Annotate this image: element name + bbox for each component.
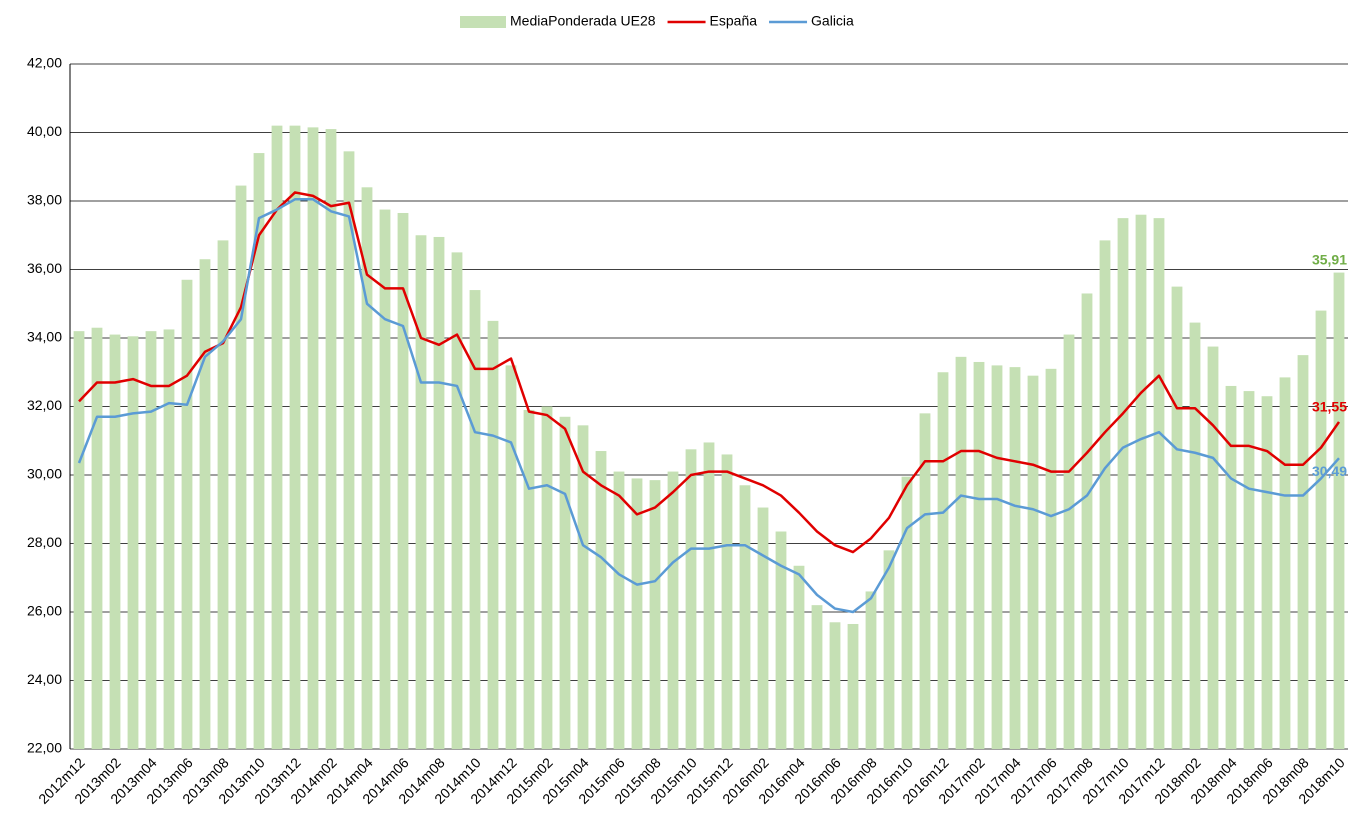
bar [685,449,697,749]
bar [199,259,211,749]
bar [307,127,319,750]
bar [559,416,571,749]
line [77,198,1340,614]
bar [991,365,1003,749]
line [78,191,1341,554]
y-tick-label: 26,00 [27,603,62,619]
bar [1243,391,1255,749]
bar [127,336,139,749]
bar [865,591,877,749]
bar [1081,293,1093,749]
bar [91,327,103,749]
y-tick-label: 28,00 [27,534,62,550]
bar [1297,355,1309,749]
y-tick-label: 24,00 [27,671,62,687]
bar [415,235,427,749]
bar [1027,375,1039,749]
bar [289,125,301,749]
bar [73,331,85,749]
bar [613,471,625,749]
bar [847,623,859,749]
bar [271,125,283,749]
value-label: 31,55 [1312,399,1347,415]
bar [1063,334,1075,749]
bar [469,290,481,749]
value-label: 30,49 [1312,463,1347,479]
bar [973,361,985,749]
bar [1261,396,1273,749]
bar [361,187,373,750]
bar [829,622,841,749]
y-tick-label: 36,00 [27,260,62,276]
bar [667,471,679,749]
bar [109,334,121,749]
legend-label: España [710,13,758,29]
bar [757,507,769,749]
bar [379,209,391,749]
bar [541,406,553,749]
y-tick-label: 34,00 [27,329,62,345]
bar [451,252,463,749]
bar [793,565,805,749]
y-tick-label: 22,00 [27,740,62,756]
bar [955,356,967,749]
bar [1045,368,1057,749]
bar [505,365,517,749]
bar [631,478,643,749]
bar [217,240,229,749]
bar [1153,218,1165,749]
legend-swatch [460,16,506,28]
bar [901,476,913,749]
bar [1099,240,1111,749]
bar [1207,346,1219,749]
bar [919,413,931,749]
bar [1315,310,1327,749]
bar [1279,377,1291,749]
bar [1009,367,1021,749]
bar [343,151,355,749]
bar [145,331,157,749]
bar [487,320,499,749]
bar [577,425,589,749]
bar [1333,272,1345,749]
y-tick-label: 38,00 [27,192,62,208]
bar [523,409,535,749]
bar [721,454,733,749]
y-tick-label: 40,00 [27,123,62,139]
bar [1225,385,1237,749]
bar [1117,218,1129,749]
bar [397,212,409,750]
y-tick-label: 42,00 [27,55,62,71]
bar [739,485,751,749]
bar [649,480,661,749]
bar [1189,322,1201,749]
bar [703,442,715,749]
bar [937,372,949,749]
bar [775,531,787,749]
y-tick-label: 32,00 [27,397,62,413]
bar [235,185,247,749]
bar [811,605,823,749]
bar [253,153,265,750]
bar [883,550,895,749]
bar [325,129,337,749]
legend-label: MediaPonderada UE28 [510,13,656,29]
bar [1135,214,1147,749]
bar [1171,286,1183,749]
legend-label: Galicia [811,13,854,29]
bar [163,329,175,749]
value-label: 35,91 [1312,251,1347,267]
bar [595,451,607,749]
bar [433,236,445,749]
y-tick-label: 30,00 [27,466,62,482]
bar [181,279,193,749]
